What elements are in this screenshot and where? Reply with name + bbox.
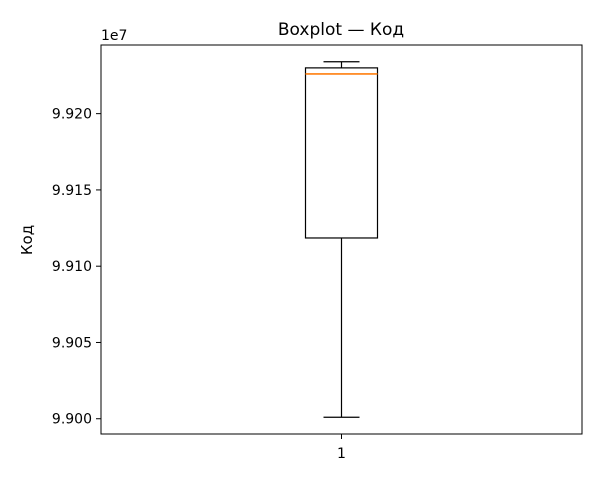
y-tick-label: 9.900 (52, 412, 92, 428)
y-axis-offset-label: 1e7 (101, 28, 127, 44)
y-tick-label: 9.915 (52, 183, 92, 199)
y-tick-label: 9.905 (52, 335, 92, 351)
x-tick-label: 1 (337, 446, 346, 462)
y-tick-label: 9.920 (52, 107, 92, 123)
y-axis-label: Код (18, 225, 36, 255)
chart-title: Boxplot — Код (278, 20, 404, 40)
box-iqr (304, 67, 379, 239)
y-tick-label: 9.910 (52, 259, 92, 275)
plot-area: 9.900 9.905 9.910 9.915 9.920 1 (52, 44, 583, 462)
